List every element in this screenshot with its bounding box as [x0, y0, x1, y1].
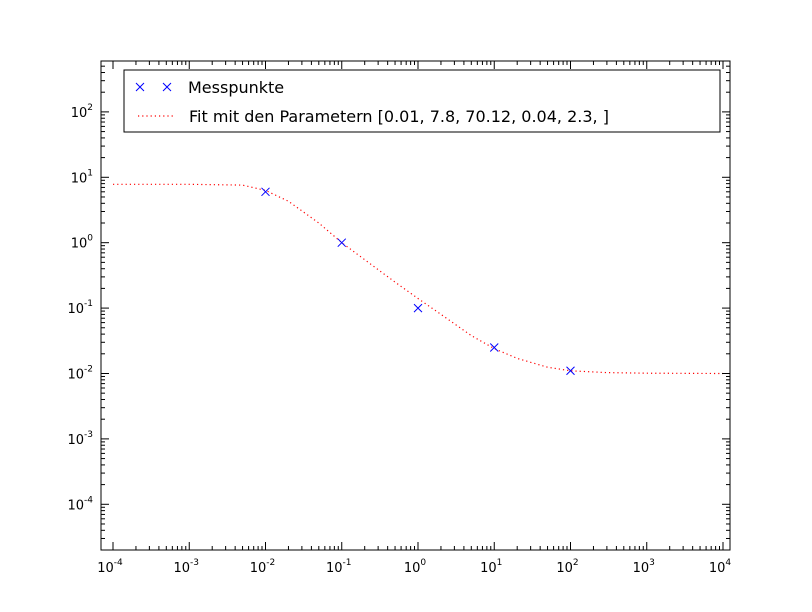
legend-label-messpunkte: Messpunkte — [188, 78, 284, 97]
x-tick-label: 102 — [556, 558, 578, 576]
plot-frame — [100, 60, 731, 551]
legend: Messpunkte Fit mit den Parametern [0.01,… — [123, 69, 721, 133]
x-tick-label: 10-4 — [97, 558, 123, 576]
legend-label-fit: Fit mit den Parametern [0.01, 7.8, 70.12… — [189, 107, 609, 126]
x-tick-label: 103 — [633, 558, 655, 576]
y-tick-label: 10-1 — [67, 299, 93, 317]
x-tick-label: 10-2 — [250, 558, 276, 576]
y-tick-label: 100 — [71, 234, 94, 252]
data-point-5 — [566, 366, 575, 376]
y-tick-label: 10-3 — [67, 430, 93, 448]
y-tick-label: 101 — [71, 168, 93, 186]
y-tick-label: 102 — [71, 103, 93, 121]
data-point-2 — [337, 238, 347, 248]
data-point-4 — [489, 343, 499, 352]
x-tick-label: 10-1 — [326, 558, 352, 576]
x-tick-labels: 10-4 10-3 10-2 10-1 100 101 102 103 104 — [97, 558, 731, 576]
data-point-1 — [261, 187, 270, 197]
fit-curve — [113, 183, 724, 375]
x-tick-label: 10-3 — [173, 558, 199, 576]
y-tick-labels: 10-4 10-3 10-2 10-1 100 101 102 — [67, 103, 93, 513]
legend-marker-messpunkte — [135, 82, 172, 92]
measurement-points-layer — [261, 187, 575, 376]
y-tick-label: 10-4 — [67, 495, 93, 513]
tick-marks-layer — [101, 60, 730, 551]
data-point-3 — [413, 303, 423, 313]
x-tick-label: 104 — [709, 558, 732, 576]
x-tick-label: 101 — [480, 558, 502, 576]
fit-curve-layer — [113, 183, 724, 375]
y-tick-label: 10-2 — [67, 364, 93, 382]
legend-box — [123, 69, 721, 133]
x-tick-label: 100 — [404, 558, 427, 576]
